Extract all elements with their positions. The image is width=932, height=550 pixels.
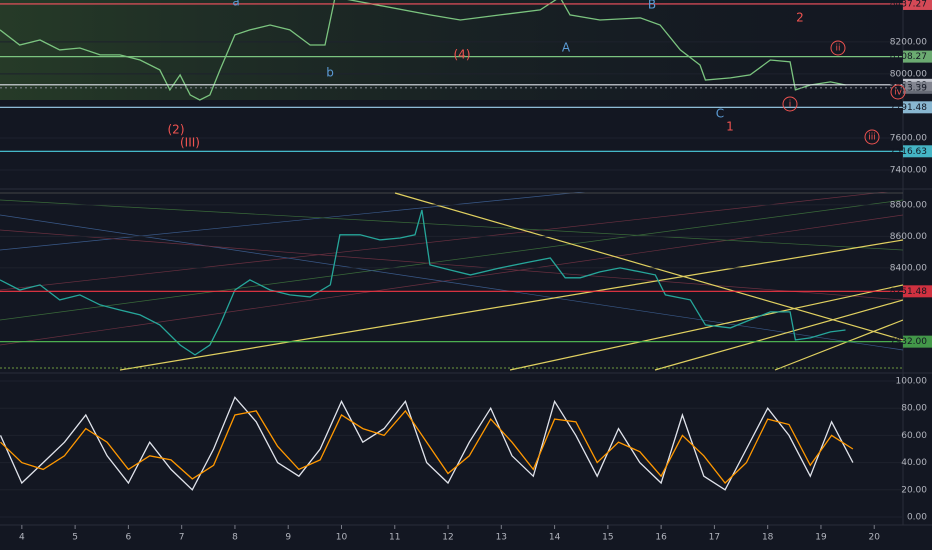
wave-label: (4): [454, 48, 471, 62]
x-tick-label: 15: [602, 533, 613, 543]
price-label: 7516.63: [890, 147, 927, 157]
pane: [0, 204, 903, 356]
price-label: 7791.48: [890, 103, 927, 113]
price-line: [0, 396, 854, 491]
y-tick-label: 8000.00: [890, 69, 927, 79]
wave-label: B: [648, 0, 656, 12]
x-tick-label: 9: [285, 533, 291, 543]
y-tick-label: 7600.00: [890, 133, 927, 143]
wave-circle: [890, 84, 906, 100]
price-line: [0, 0, 846, 101]
x-tick-label: 19: [815, 533, 827, 543]
y-tick-label: 8600.00: [890, 232, 927, 242]
zone-shade: [0, 0, 903, 100]
pane: [0, 380, 903, 518]
price-label-box: [903, 285, 932, 298]
wave-label: 2: [796, 11, 804, 25]
price-label-box: [903, 101, 932, 114]
x-tick-label: 10: [336, 533, 348, 543]
wave-label: i: [789, 100, 792, 110]
x-tick-label: 17: [709, 533, 720, 543]
x-tick-label: 11: [389, 533, 400, 543]
pane: [0, 0, 903, 171]
y-tick-label: 0.00: [907, 513, 927, 523]
wave-label: iii: [868, 133, 876, 143]
x-tick-label: 18: [762, 533, 774, 543]
x-tick-label: 12: [442, 533, 453, 543]
wave-label: (III): [180, 136, 200, 150]
wave-label: A: [562, 41, 571, 55]
wave-label: (2): [168, 123, 185, 137]
wave-label: iv: [894, 88, 903, 98]
x-tick-label: 14: [549, 533, 561, 543]
price-label: 8251.48: [890, 287, 927, 297]
x-tick-label: 6: [126, 533, 132, 543]
y-tick-label: 8400.00: [890, 263, 927, 273]
y-tick-label: 20.00: [901, 485, 927, 495]
wave-label: b: [326, 66, 334, 80]
y-tick-label: 40.00: [901, 458, 927, 468]
wave-label: C: [716, 107, 724, 121]
price-label-box: [903, 335, 932, 348]
price-label: 8437.27: [890, 0, 927, 9]
y-tick-label: 8200.00: [890, 37, 927, 47]
y-tick-label: 7400.00: [890, 165, 927, 175]
price-label-box: [903, 81, 932, 94]
y-tick-label: 60.00: [901, 431, 927, 441]
wave-label: 1: [726, 120, 734, 134]
x-tick-label: 7: [179, 533, 185, 543]
wave-circle: [864, 129, 880, 145]
x-tick-label: 4: [19, 533, 25, 543]
y-tick-label: 8800.00: [890, 200, 927, 210]
price-line: [0, 209, 846, 356]
price-label-box: [903, 50, 932, 63]
price-label: 7932.00: [890, 337, 927, 347]
price-line: [0, 409, 854, 484]
x-tick-label: 5: [72, 533, 78, 543]
price-label: 8108.27: [890, 52, 927, 62]
x-tick-label: 20: [869, 533, 881, 543]
x-tick-label: 8: [232, 533, 238, 543]
y-tick-label: 100.00: [896, 377, 928, 387]
price-label-box: [903, 0, 932, 10]
x-tick-label: 16: [655, 533, 667, 543]
wave-label: a: [232, 0, 239, 9]
fib-fan: [0, 192, 903, 371]
price-label: 7913.39: [890, 83, 927, 93]
price-label-box: [903, 145, 932, 158]
wave-label: ii: [835, 44, 840, 54]
x-tick-label: 13: [496, 533, 507, 543]
y-tick-label: 80.00: [901, 404, 927, 414]
wave-circle: [830, 40, 846, 56]
wave-circle: [782, 96, 798, 112]
